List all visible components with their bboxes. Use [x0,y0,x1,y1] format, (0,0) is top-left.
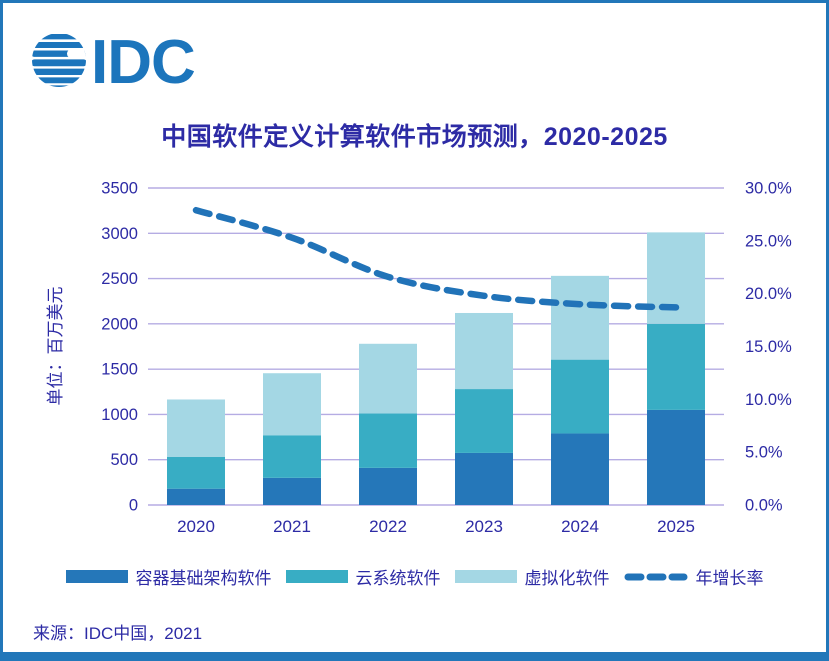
y-left-tick-label: 3500 [101,180,138,198]
legend-swatch [65,570,128,583]
x-tick-label: 2021 [273,517,311,536]
bar-segment-2023 [455,312,513,390]
bar-segment-2025 [647,409,705,505]
y-right-tick-label: 20.0% [745,285,792,303]
y-right-tick-label: 15.0% [745,338,792,356]
y-right-tick-label: 0.0% [745,497,783,515]
growth-rate-line [192,206,680,311]
x-tick-label: 2022 [369,517,407,536]
bar-segment-2022 [359,467,417,505]
y-left-tick-label: 2500 [101,270,138,288]
y-left-tick-label: 1500 [101,361,138,379]
chart-title: 中国软件定义计算软件市场预测，2020-2025 [161,123,668,151]
y-left-tick-label: 0 [129,497,138,515]
bar-segment-2021 [263,373,321,436]
chart-legend: 容器基础架构软件 云系统软件 虚拟化软件 年增长率 [3,564,826,589]
bar-segment-2020 [167,456,225,489]
x-tick-label: 2023 [465,517,503,536]
idc-globe-icon [32,33,86,87]
idc-logo: IDC [32,28,196,97]
legend-item: 云系统软件 [285,564,441,589]
bar-segment-2020 [167,399,225,457]
chart-svg: 0 500 1000 1500 2000 2500 3000 3500 0.0% 5.0% 10.0… [46,180,792,537]
x-tick-label: 2025 [657,517,695,536]
idc-logo-text: IDC [91,28,195,97]
legend-swatch [454,570,517,583]
legend-dash-icon [624,573,687,580]
bar-segment-2024 [551,359,609,434]
x-tick-label: 2020 [177,517,215,536]
bar-segment-2022 [359,413,417,468]
y-left-tick-label: 500 [110,451,138,469]
y-right-tick-label: 25.0% [745,232,792,250]
chart-area: 0 500 1000 1500 2000 2500 3000 3500 0.0% 5.0% 10.0… [40,168,800,568]
legend-swatch [285,570,348,583]
legend-item-growth-line: 年增长率 [624,564,764,589]
legend-item: 容器基础架构软件 [65,564,272,589]
legend-label: 年增长率 [695,569,764,588]
y-right-tick-label: 5.0% [745,444,783,462]
y-left-tick-label: 2000 [101,315,138,333]
legend-label: 容器基础架构软件 [135,569,272,588]
y-left-tick-label: 1000 [101,406,138,424]
y-left-tick-label: 3000 [101,225,138,243]
legend-item: 虚拟化软件 [454,564,610,589]
bar-segment-2024 [551,275,609,360]
bar-segment-2022 [359,343,417,414]
legend-label: 虚拟化软件 [524,569,610,588]
source-note: 来源：IDC中国，2021 [33,624,203,643]
bar-segment-2020 [167,488,225,505]
bar-segment-2023 [455,452,513,505]
x-tick-label: 2024 [561,517,599,536]
bar-segment-2023 [455,389,513,453]
bar-segment-2021 [263,435,321,478]
bar-segment-2024 [551,433,609,505]
y-axis-title: 单位：百万美元 [46,287,65,406]
y-right-tick-label: 10.0% [745,391,792,409]
bar-segment-2025 [647,323,705,410]
bar-segment-2021 [263,477,321,505]
y-right-tick-label: 30.0% [745,180,792,198]
legend-label: 云系统软件 [355,569,441,588]
